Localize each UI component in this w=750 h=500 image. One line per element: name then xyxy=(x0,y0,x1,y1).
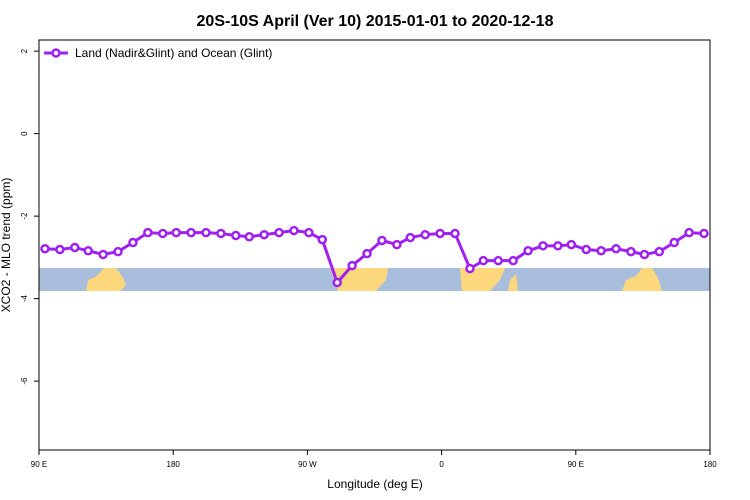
point xyxy=(465,263,475,274)
map-strip xyxy=(39,268,710,291)
point xyxy=(347,260,357,271)
chart-title: 20S-10S April (Ver 10) 2015-01-01 to 202… xyxy=(197,13,554,30)
point xyxy=(332,277,342,288)
y-tick-label: 0 xyxy=(20,131,29,136)
point xyxy=(83,246,93,256)
x-tick-label: 180 xyxy=(167,460,181,469)
x-tick-label: 90 W xyxy=(298,460,317,469)
land xyxy=(86,268,126,291)
point xyxy=(684,227,694,238)
point xyxy=(553,241,563,251)
point xyxy=(244,232,254,242)
point xyxy=(158,228,168,239)
point xyxy=(70,242,80,253)
point xyxy=(405,232,416,243)
point xyxy=(289,225,299,236)
point xyxy=(377,235,387,246)
series-line xyxy=(44,229,705,286)
point xyxy=(113,246,123,257)
point xyxy=(362,248,372,259)
point xyxy=(611,243,621,254)
point xyxy=(596,246,606,256)
point xyxy=(654,246,665,257)
x-axis-label: Longitude (deg E) xyxy=(327,477,422,491)
y-tick-label: -6 xyxy=(20,377,29,385)
point xyxy=(566,239,577,250)
point xyxy=(55,244,65,255)
point xyxy=(143,227,153,238)
point xyxy=(435,228,445,239)
legend-marker xyxy=(51,48,61,58)
point xyxy=(493,255,504,266)
point xyxy=(171,227,181,238)
point xyxy=(669,237,679,248)
point xyxy=(231,230,241,241)
point xyxy=(626,246,636,257)
x-tick-label: 90 E xyxy=(568,460,584,469)
point xyxy=(201,227,211,238)
point xyxy=(317,234,328,245)
plot-frame xyxy=(38,39,711,451)
x-tick-label: 0 xyxy=(439,460,444,469)
legend-label: Land (Nadir&Glint) and Ocean (Glint) xyxy=(75,46,272,60)
land xyxy=(622,268,662,291)
y-tick-label: -2 xyxy=(20,212,29,220)
point xyxy=(216,228,226,239)
point xyxy=(538,241,548,251)
point xyxy=(478,255,489,266)
point xyxy=(186,227,196,238)
point xyxy=(450,228,460,239)
point xyxy=(128,237,138,248)
point xyxy=(699,228,709,239)
point xyxy=(304,227,314,238)
point xyxy=(508,255,518,266)
y-tick-label: 2 xyxy=(20,48,29,53)
land xyxy=(508,274,518,291)
y-tick-label: -4 xyxy=(20,295,29,303)
point xyxy=(98,249,108,260)
x-tick-label: 90 E xyxy=(31,460,47,469)
land xyxy=(460,268,505,291)
point xyxy=(259,229,269,240)
point xyxy=(392,239,402,250)
point xyxy=(639,249,650,260)
point xyxy=(40,243,50,254)
point xyxy=(523,246,533,256)
point xyxy=(420,229,430,240)
y-axis-label: XCO2 - MLO trend (ppm) xyxy=(0,178,13,313)
x-tick-label: 180 xyxy=(703,460,717,469)
point xyxy=(274,227,284,238)
point xyxy=(581,244,591,255)
